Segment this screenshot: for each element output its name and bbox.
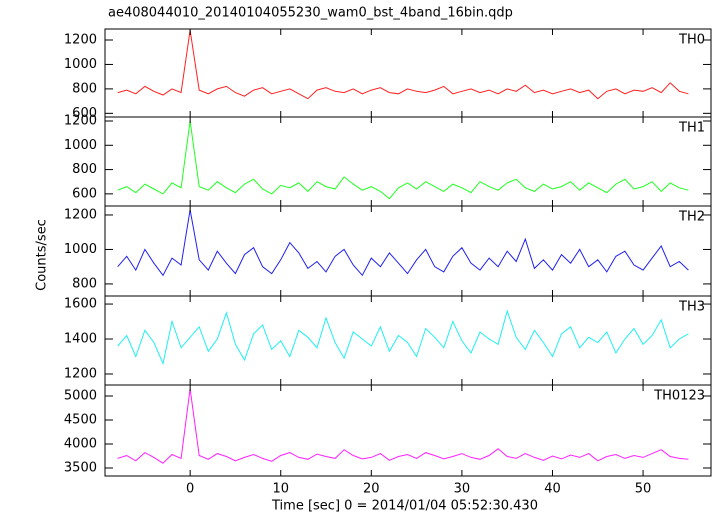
y-tick-label: 5000: [64, 388, 97, 403]
y-tick-label: 1000: [64, 138, 97, 153]
data-line: [117, 388, 689, 464]
y-tick-label: 1000: [64, 242, 97, 257]
legend-label: TH2: [678, 210, 705, 225]
legend-label: TH1: [678, 121, 705, 136]
y-tick-label: 3500: [64, 460, 97, 475]
y-tick-label: 4500: [64, 412, 97, 427]
x-tick-label: 10: [272, 482, 289, 497]
y-tick-label: 4000: [64, 436, 97, 451]
x-tick-label: 50: [635, 482, 652, 497]
data-line: [117, 209, 689, 277]
y-axis-label: Counts/sec: [35, 219, 50, 291]
legend-label: TH0123: [653, 389, 705, 404]
x-tick-label: 30: [454, 482, 471, 497]
y-tick-label: 1400: [64, 332, 97, 347]
panel-frame: [104, 384, 712, 477]
legend-label: TH3: [678, 300, 705, 315]
y-tick-label: 600: [72, 186, 97, 201]
chart-title: ae408044010_20140104055230_wam0_bst_4ban…: [108, 6, 513, 21]
x-tick-label: 20: [363, 482, 380, 497]
y-tick-label: 800: [72, 276, 97, 291]
data-line: [117, 30, 689, 100]
y-tick-label: 800: [72, 81, 97, 96]
legend-label: TH0: [678, 33, 705, 48]
y-tick-label: 1000: [64, 57, 97, 72]
y-tick-label: 1200: [64, 207, 97, 222]
y-tick-label: 600: [72, 106, 97, 121]
y-tick-label: 1200: [64, 33, 97, 48]
panel-frame: [104, 205, 712, 297]
data-line: [117, 120, 689, 200]
y-tick-label: 1200: [64, 366, 97, 381]
x-tick-label: 0: [186, 482, 194, 497]
y-tick-label: 1200: [64, 114, 97, 129]
y-tick-label: 800: [72, 162, 97, 177]
x-axis-label: Time [sec] 0 = 2014/01/04 05:52:30.430: [271, 499, 538, 514]
x-tick-label: 40: [544, 482, 561, 497]
panel-frame: [104, 28, 712, 118]
y-tick-label: 1600: [64, 297, 97, 312]
data-line: [117, 309, 689, 366]
panel-frame: [104, 295, 712, 386]
